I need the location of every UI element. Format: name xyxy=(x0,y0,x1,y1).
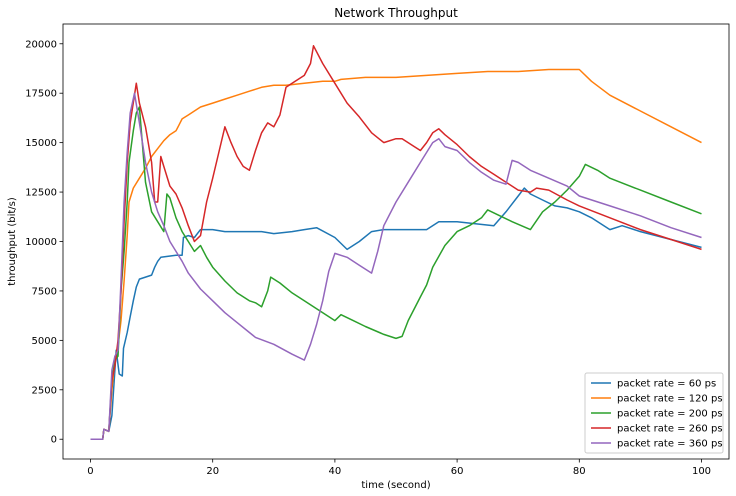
series-layer xyxy=(90,45,702,440)
x-axis-label: time (second) xyxy=(361,480,430,491)
y-tick-label: 17500 xyxy=(25,89,57,100)
legend-label-2: packet rate = 120 ps xyxy=(617,394,723,405)
y-tick-label: 2500 xyxy=(32,385,57,396)
y-tick-label: 10000 xyxy=(25,237,57,248)
y-tick-label: 12500 xyxy=(25,188,57,199)
legend-label-5: packet rate = 360 ps xyxy=(617,439,723,450)
y-axis-label: throughput (bit/s) xyxy=(7,197,18,286)
y-tick-label: 20000 xyxy=(25,39,57,50)
series-line-3 xyxy=(90,106,702,440)
series-line-4 xyxy=(90,45,702,440)
y-tick-label: 7500 xyxy=(32,286,57,297)
x-tick-label: 60 xyxy=(451,466,464,477)
x-tick-label: 100 xyxy=(692,466,711,477)
series-line-5 xyxy=(90,92,702,440)
x-tick-label: 80 xyxy=(573,466,586,477)
y-tick-label: 15000 xyxy=(25,138,57,149)
x-tick-label: 0 xyxy=(87,466,93,477)
legend: packet rate = 60 ps packet rate = 120 ps p… xyxy=(584,372,724,454)
x-tick-label: 40 xyxy=(329,466,342,477)
legend-box xyxy=(584,372,724,454)
x-axis-ticks: 0 20 40 60 80 100 xyxy=(87,459,711,477)
chart-title: Network Throughput xyxy=(334,6,458,20)
legend-label-3: packet rate = 200 ps xyxy=(617,409,723,420)
y-axis-ticks: 0 2500 5000 7500 10000 12500 15000 17500 20000 xyxy=(25,39,63,446)
series-line-1 xyxy=(90,187,702,440)
y-tick-label: 0 xyxy=(51,435,57,446)
y-tick-label: 5000 xyxy=(32,336,57,347)
x-tick-label: 20 xyxy=(206,466,219,477)
legend-label-1: packet rate = 60 ps xyxy=(617,379,716,390)
legend-label-4: packet rate = 260 ps xyxy=(617,424,723,435)
series-line-2 xyxy=(90,68,702,440)
